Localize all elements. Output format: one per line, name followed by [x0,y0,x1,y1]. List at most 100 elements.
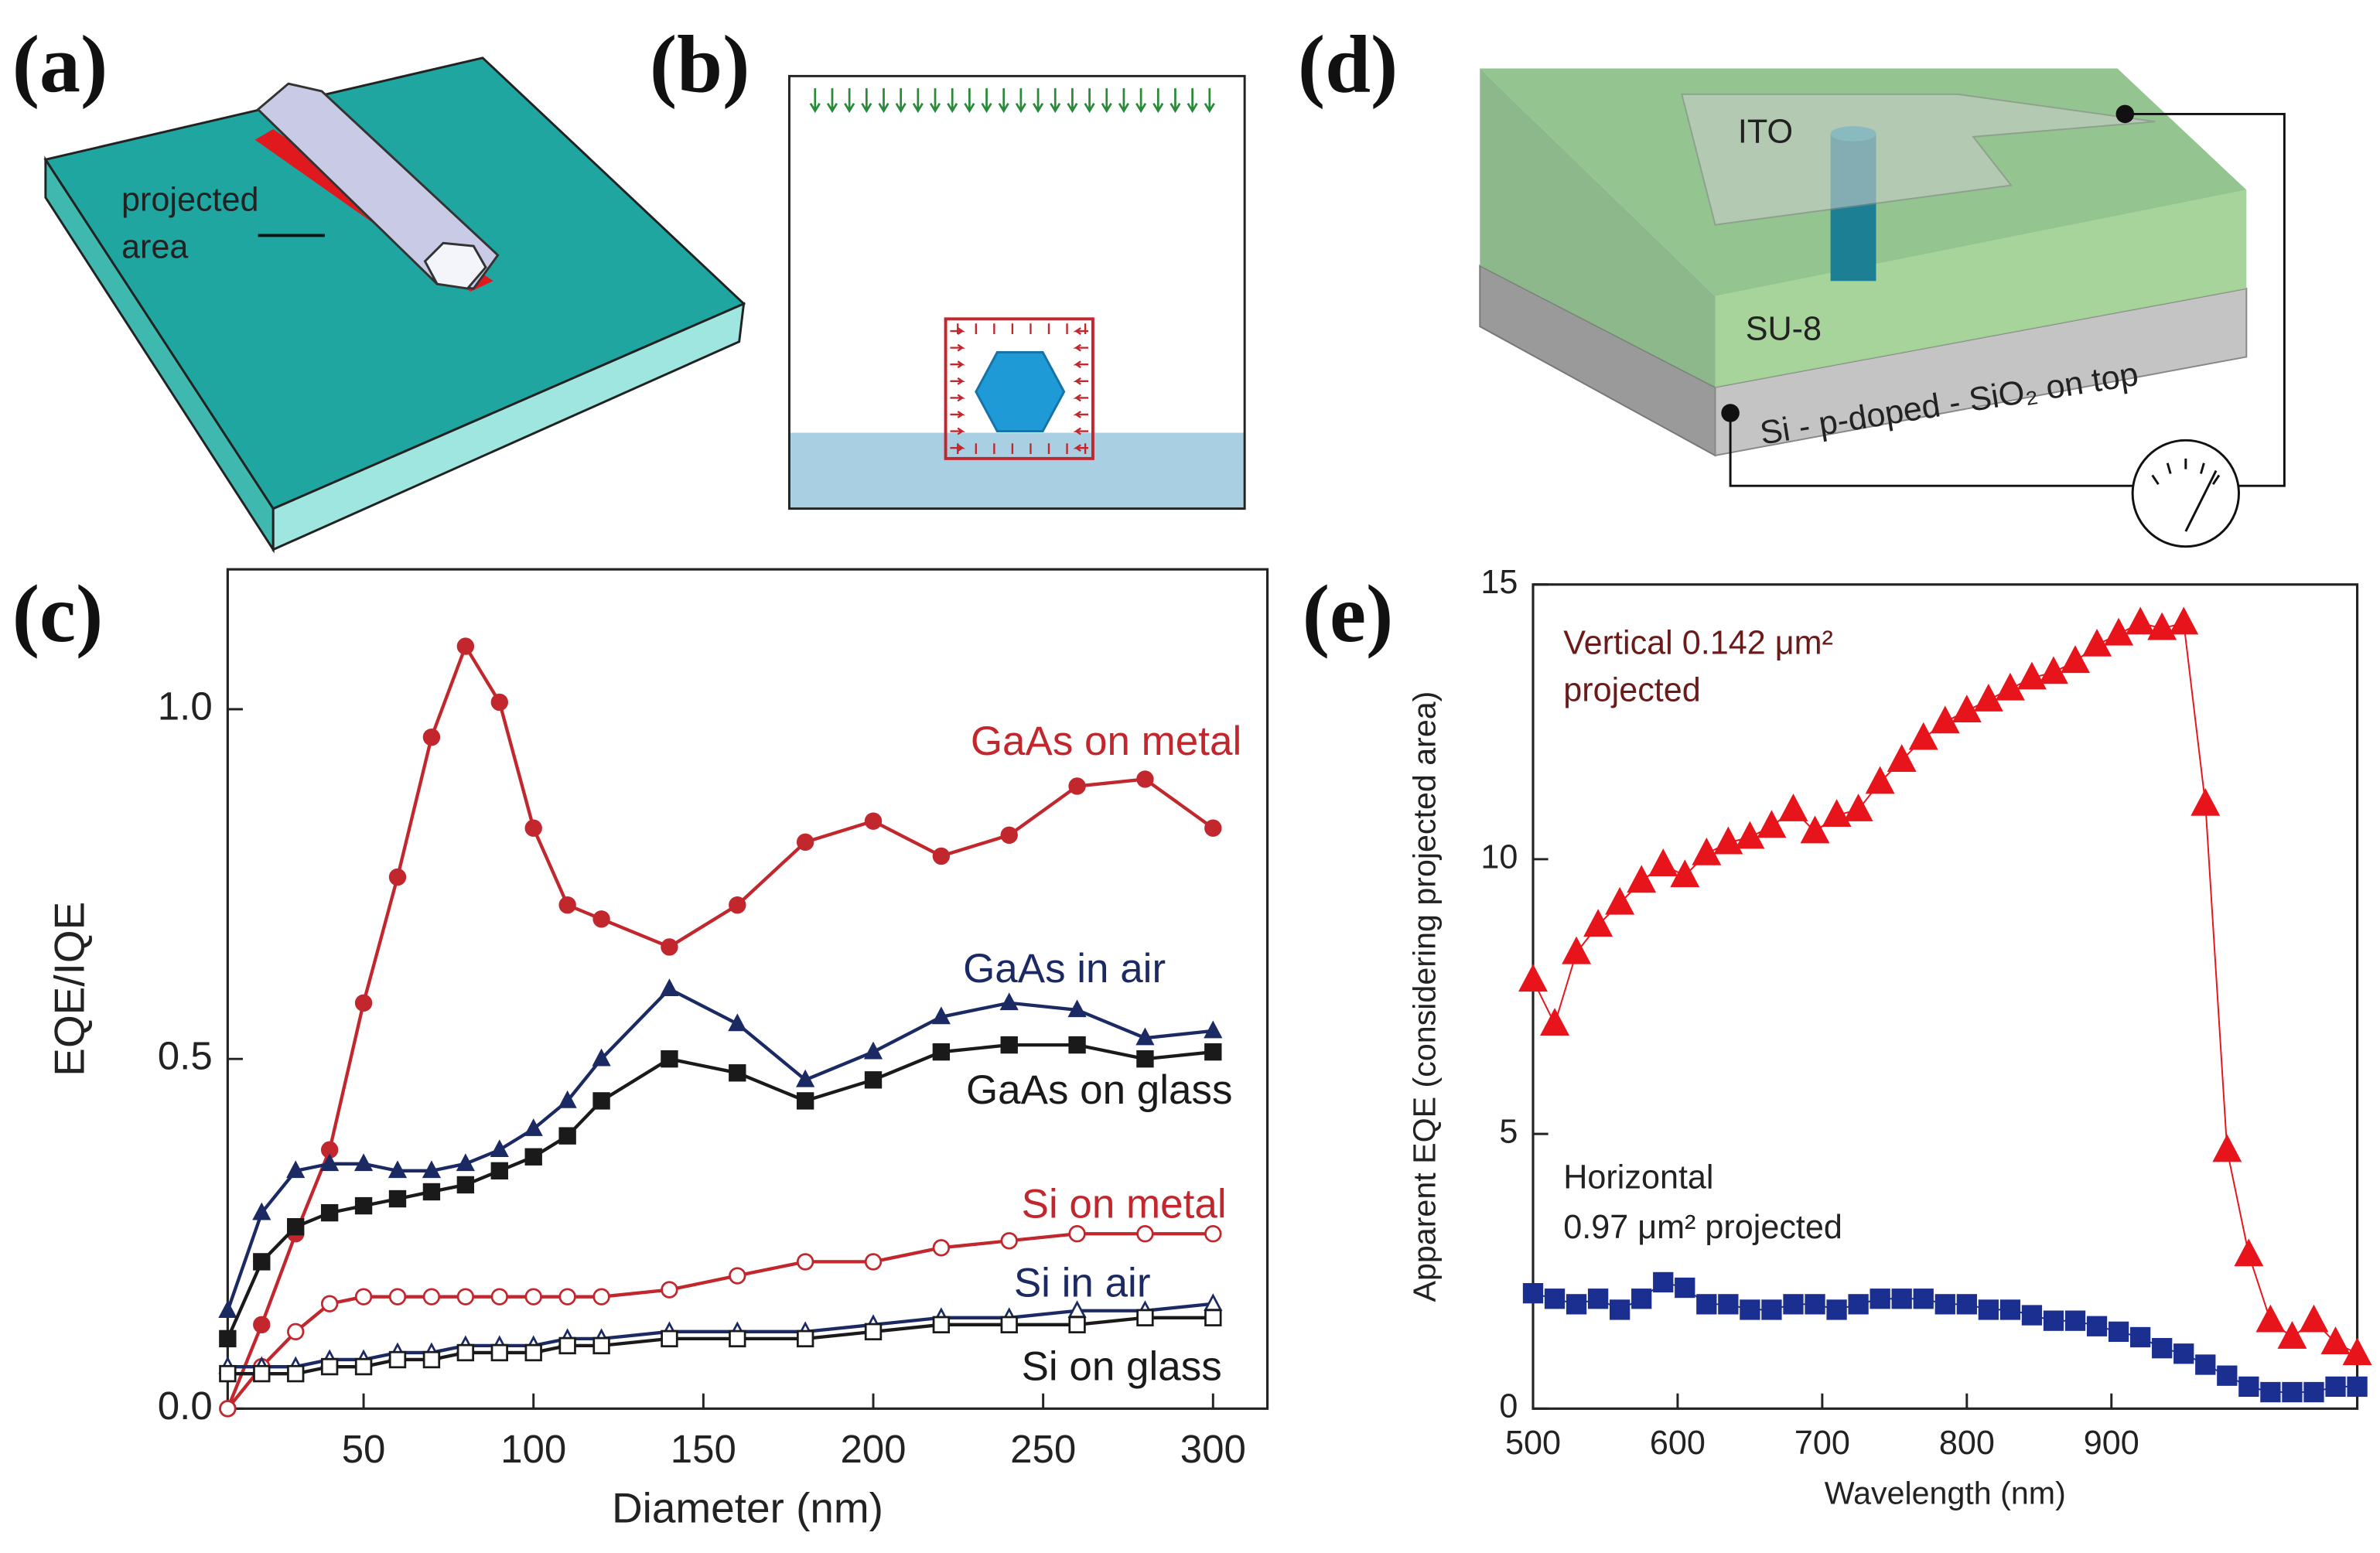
marker [1822,799,1852,828]
x-tick-label: 250 [1010,1427,1076,1471]
marker [660,978,679,997]
marker [2082,628,2112,657]
annotation: projected [1563,671,1701,708]
marker [524,1343,542,1362]
marker [729,1064,746,1082]
marker [796,1069,815,1087]
arrow [981,88,992,114]
marker [1000,1316,1018,1333]
arrow [998,88,1009,114]
marker [864,1253,883,1271]
marker [1204,1225,1222,1243]
marker [1692,837,1722,865]
arrow [1118,88,1130,114]
marker [1995,672,2025,701]
marker [1653,1271,1674,1293]
x-axis-title: Diameter (nm) [612,1484,883,1532]
marker [456,1176,475,1194]
monitor-arrows [950,323,1089,454]
marker [2217,1365,2238,1386]
marker [320,1203,339,1222]
annotation: Vertical 0.142 μm² [1563,625,1833,662]
marker [999,992,1019,1011]
marker [2325,1376,2346,1398]
marker [1522,1283,1544,1304]
marker [1908,722,1938,750]
marker [218,1300,237,1319]
marker [932,847,951,865]
arrow [878,88,890,114]
diagram-label: area [121,228,188,265]
marker [1518,964,1548,992]
x-tick-label: 300 [1180,1427,1246,1471]
y-tick-label: 15 [1480,564,1518,601]
marker [1135,1027,1155,1046]
marker [2299,1304,2329,1333]
marker [1068,1316,1086,1333]
panel-label: (d) [1298,19,1398,110]
marker [2043,1310,2064,1331]
nanowire-cross-section [975,351,1066,433]
marker [287,1323,305,1341]
marker [592,1288,610,1306]
x-tick-label: 800 [1939,1425,1995,1462]
marker [1696,1294,1717,1315]
arrow [844,88,855,114]
marker [253,1253,271,1271]
slab-top [43,56,746,510]
marker [1627,865,1657,893]
marker [864,1071,883,1089]
marker [2016,661,2047,690]
marker [1670,859,1700,888]
marker [1865,766,1895,794]
marker [1000,1232,1018,1250]
marker [2212,1134,2242,1162]
marker [796,1329,814,1348]
marker [1136,1225,1154,1243]
plot-frame [1531,583,2359,1410]
marker [490,1343,508,1362]
marker [1068,1036,1086,1054]
marker [729,896,746,914]
marker [863,1041,883,1060]
marker [2086,1316,2108,1336]
marker [422,728,441,746]
nanowire-end [423,241,487,290]
marker [1778,794,1808,821]
series-label: GaAs in air [963,946,1166,992]
marker [219,1329,237,1348]
y-tick-label: 0.5 [158,1034,213,1078]
su8-side [1480,68,1716,387]
x-tick-label: 900 [2084,1425,2139,1462]
arrow [1187,88,1198,114]
marker [1068,1225,1086,1243]
marker [2282,1381,2303,1403]
diagram-label: SU-8 [1746,310,1822,347]
marker [388,1288,407,1306]
marker [354,1357,373,1376]
substrate-front [1714,287,2248,457]
marker [2190,787,2221,816]
marker [524,1148,542,1166]
arrow [1101,88,1112,114]
marker [1800,815,1830,844]
marker [2130,1326,2151,1348]
arrow [809,88,821,114]
marker [2320,1326,2351,1354]
marker [661,938,678,956]
marker [1540,1008,1569,1036]
series-label: Si on glass [1022,1343,1222,1389]
marker [2061,645,2090,674]
marker [354,1288,373,1306]
marker [1204,1020,1223,1039]
arrow [861,88,872,114]
marker [1870,1288,1890,1309]
marker [287,1364,305,1383]
marker [1805,1294,1825,1315]
marker [2126,606,2156,635]
x-tick-label: 700 [1794,1425,1850,1462]
wire [1729,413,2133,487]
arrow [1084,88,1095,114]
